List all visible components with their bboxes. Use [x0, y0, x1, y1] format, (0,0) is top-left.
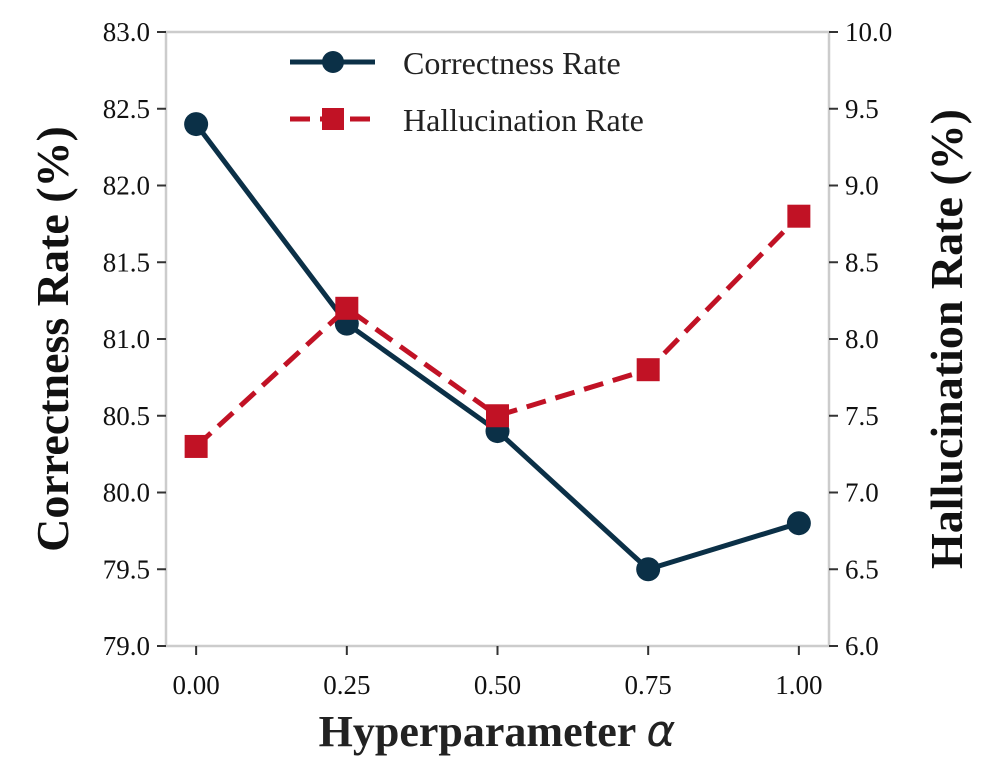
data-point-correctness-rate: [786, 511, 811, 536]
legend-entry-hallucination: Hallucination Rate: [290, 102, 644, 138]
series-layer: [184, 112, 811, 582]
y-left-tick-label: 79.5: [103, 554, 150, 584]
x-tick-label: 0.50: [474, 670, 521, 700]
legend-marker-hallucination: [322, 108, 344, 130]
y-left-ticks: 79.0 79.5 80.0 80.5 81.0 81.5 82.0 82.5 83.0: [103, 17, 166, 661]
y-left-tick-label: 82.0: [103, 171, 150, 201]
y-right-tick-label: 7.5: [845, 401, 879, 431]
data-point-hallucination-rate: [184, 434, 208, 458]
y-left-tick-label: 81.5: [103, 247, 150, 277]
legend-label-correctness: Correctness Rate: [403, 45, 621, 81]
legend-label-hallucination: Hallucination Rate: [403, 102, 644, 138]
y-left-tick-label: 83.0: [103, 17, 150, 47]
y-left-axis-title: Correctness Rate (%): [27, 126, 78, 552]
y-right-tick-label: 8.5: [845, 247, 879, 277]
data-point-correctness-rate: [184, 112, 209, 137]
x-tick-label: 0.75: [625, 670, 672, 700]
y-right-tick-label: 10.0: [845, 17, 892, 47]
series-line-hallucination-rate: [194, 214, 801, 449]
y-left-tick-label: 82.5: [103, 94, 150, 124]
data-point-hallucination-rate: [787, 204, 811, 228]
x-axis-title-text: Hyperparameter: [319, 707, 637, 756]
y-left-tick-label: 79.0: [103, 631, 150, 661]
x-axis-alpha-symbol: α: [646, 706, 675, 757]
y-left-tick-label: 80.0: [103, 478, 150, 508]
y-right-tick-label: 9.5: [845, 94, 879, 124]
y-left-tick-label: 80.5: [103, 401, 150, 431]
y-right-axis-title: Hallucination Rate (%): [921, 109, 972, 569]
x-ticks: 0.00 0.25 0.50 0.75 1.00: [173, 646, 822, 700]
y-right-tick-label: 7.0: [845, 478, 879, 508]
data-point-hallucination-rate: [636, 358, 660, 382]
y-right-ticks: 6.0 6.5 7.0 7.5 8.0 8.5 9.0 9.5 10.0: [829, 17, 892, 661]
y-left-tick-label: 81.0: [103, 324, 150, 354]
legend: Correctness Rate Hallucination Rate: [290, 45, 644, 138]
x-tick-label: 0.00: [173, 670, 220, 700]
x-axis-title: Hyperparameter α: [319, 706, 676, 757]
x-tick-label: 0.25: [323, 670, 370, 700]
series-line-correctness-rate: [194, 122, 800, 572]
y-right-tick-label: 8.0: [845, 324, 879, 354]
y-right-tick-label: 9.0: [845, 171, 879, 201]
y-right-tick-label: 6.5: [845, 554, 879, 584]
x-tick-label: 1.00: [775, 670, 822, 700]
legend-marker-correctness: [322, 51, 344, 73]
data-point-hallucination-rate: [486, 404, 509, 428]
y-right-tick-label: 6.0: [845, 631, 879, 661]
data-point-hallucination-rate: [335, 296, 359, 320]
legend-entry-correctness: Correctness Rate: [290, 45, 621, 81]
data-point-correctness-rate: [636, 557, 661, 582]
